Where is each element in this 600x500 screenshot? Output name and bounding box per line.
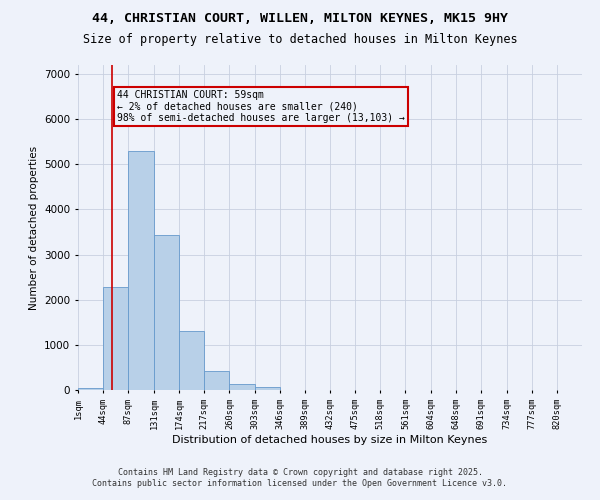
Bar <box>204 370 229 390</box>
Text: Size of property relative to detached houses in Milton Keynes: Size of property relative to detached ho… <box>83 32 517 46</box>
Bar <box>128 151 154 390</box>
Bar <box>229 384 254 390</box>
Bar <box>154 235 179 390</box>
Text: 44 CHRISTIAN COURT: 59sqm
← 2% of detached houses are smaller (240)
98% of semi-: 44 CHRISTIAN COURT: 59sqm ← 2% of detach… <box>117 90 405 123</box>
Text: 44, CHRISTIAN COURT, WILLEN, MILTON KEYNES, MK15 9HY: 44, CHRISTIAN COURT, WILLEN, MILTON KEYN… <box>92 12 508 26</box>
Text: Contains HM Land Registry data © Crown copyright and database right 2025.
Contai: Contains HM Land Registry data © Crown c… <box>92 468 508 487</box>
Bar <box>179 332 204 390</box>
X-axis label: Distribution of detached houses by size in Milton Keynes: Distribution of detached houses by size … <box>172 434 488 444</box>
Y-axis label: Number of detached properties: Number of detached properties <box>29 146 38 310</box>
Bar <box>78 388 103 390</box>
Bar <box>103 287 128 390</box>
Bar <box>254 387 280 390</box>
